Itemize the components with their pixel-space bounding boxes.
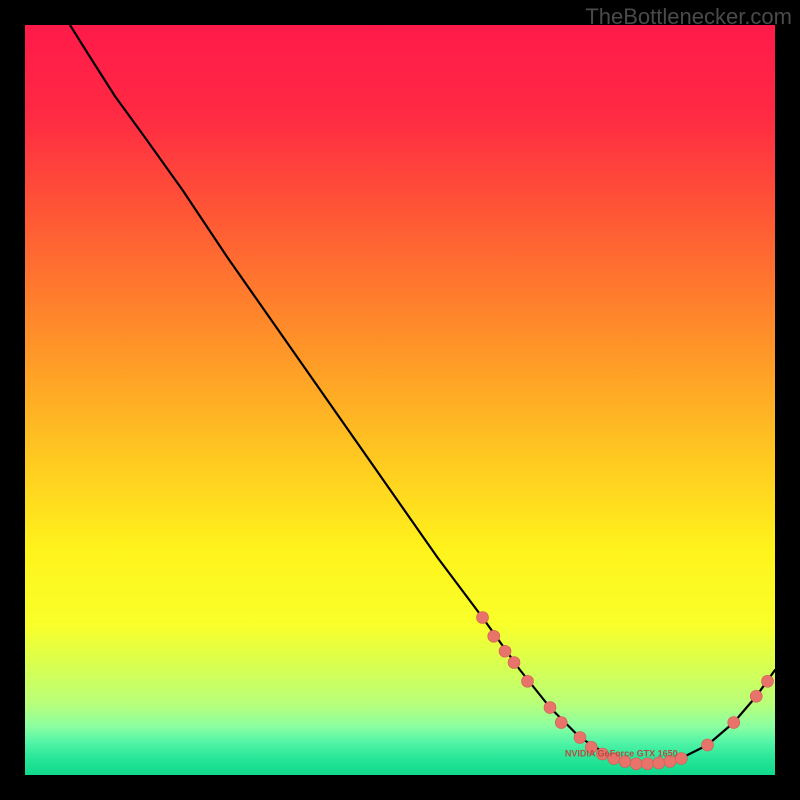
chart-overlay: NVIDIA GeForce GTX 1650 xyxy=(25,25,775,775)
data-marker xyxy=(630,758,642,770)
data-marker xyxy=(477,612,489,624)
data-marker xyxy=(488,630,500,642)
data-marker xyxy=(522,675,534,687)
bottleneck-curve xyxy=(70,25,775,764)
data-marker xyxy=(702,739,714,751)
value-label: NVIDIA GeForce GTX 1650 xyxy=(565,748,678,758)
data-marker xyxy=(728,717,740,729)
data-markers xyxy=(477,612,774,770)
data-marker xyxy=(750,690,762,702)
data-marker xyxy=(544,702,556,714)
data-marker xyxy=(508,657,520,669)
chart-plot-area: NVIDIA GeForce GTX 1650 xyxy=(25,25,775,775)
data-marker xyxy=(499,645,511,657)
watermark-text: TheBottlenecker.com xyxy=(585,4,792,30)
data-marker xyxy=(642,758,654,770)
data-marker xyxy=(574,732,586,744)
data-marker xyxy=(653,757,665,769)
data-marker xyxy=(762,675,774,687)
data-marker xyxy=(555,717,567,729)
